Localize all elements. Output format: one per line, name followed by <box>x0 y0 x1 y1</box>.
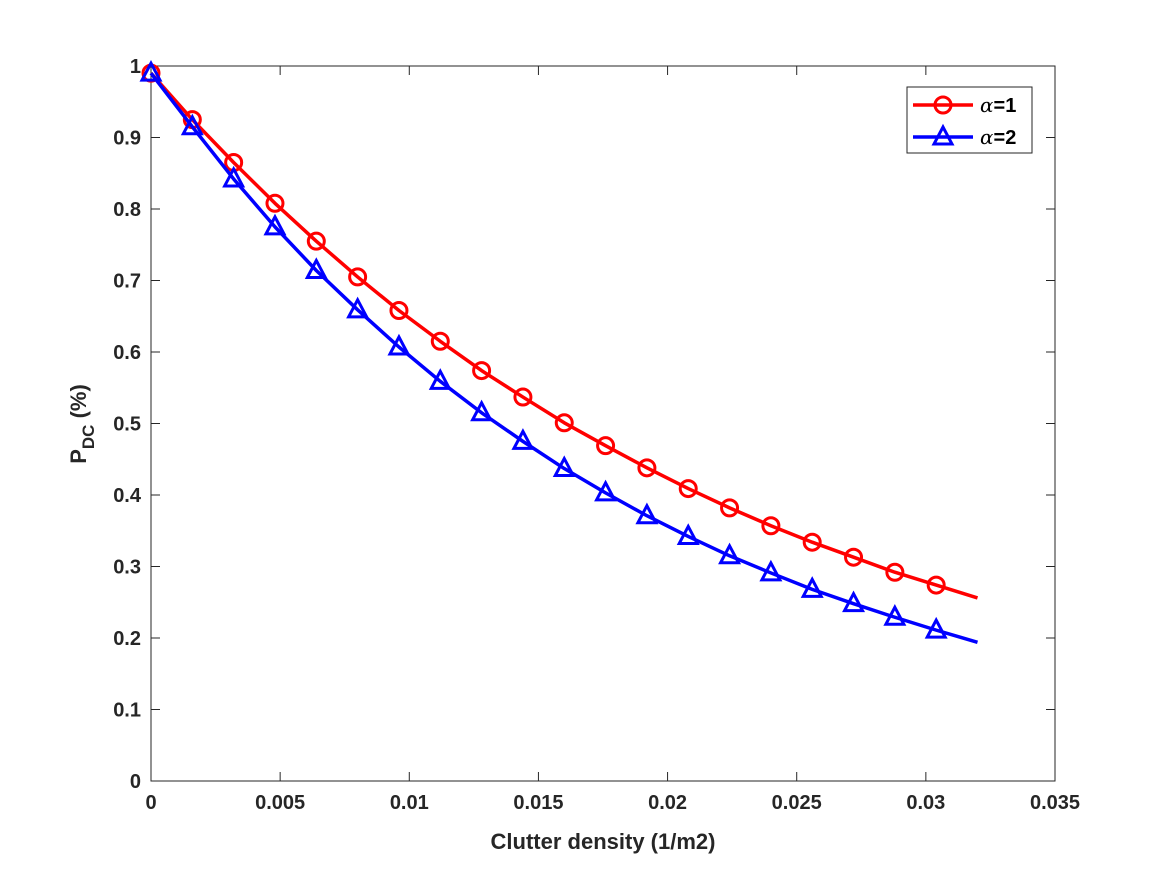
x-tick-label: 0.015 <box>513 792 563 814</box>
series-2 <box>139 59 979 644</box>
y-tick-label: 0.7 <box>113 271 141 293</box>
data-point-triangle <box>594 479 618 502</box>
y-tick-label: 0 <box>130 771 141 793</box>
plot-area-border <box>150 65 1056 782</box>
data-point-circle <box>389 301 409 321</box>
x-axis-label: Clutter density (1/m2) <box>491 829 716 854</box>
y-tick-label: 0.1 <box>113 700 141 722</box>
series-1 <box>141 63 979 600</box>
series-line-2 <box>149 72 979 644</box>
data-point-circle <box>844 547 864 567</box>
data-point-triangle <box>470 399 494 422</box>
legend-label-2: α=2 <box>980 125 1016 149</box>
data-point-triangle <box>387 333 411 356</box>
data-point-circle <box>430 331 450 351</box>
legend-box <box>906 86 1033 154</box>
data-point-triangle <box>842 590 866 613</box>
axes-frame <box>150 65 1056 782</box>
data-point-triangle <box>304 257 328 279</box>
y-ticks: 0 0.1 0.2 0.3 0.4 0.5 0.6 0.7 0.8 0.9 1 <box>113 56 1055 793</box>
data-point-triangle <box>883 604 907 626</box>
data-point-triangle <box>263 213 287 236</box>
data-point-triangle <box>222 165 246 188</box>
x-tick-label: 0 <box>145 792 156 814</box>
data-point-circle <box>554 413 574 433</box>
data-point-circle <box>596 436 616 456</box>
data-point-circle <box>306 231 326 251</box>
data-point-circle <box>885 562 905 582</box>
data-point-triangle <box>552 455 576 478</box>
y-tick-label: 0.2 <box>113 628 141 650</box>
y-tick-label: 0.6 <box>113 342 141 364</box>
data-point-circle <box>265 193 285 213</box>
data-point-triangle <box>139 59 163 82</box>
data-point-triangle <box>800 576 824 598</box>
legend-entry-1: α=1 <box>913 93 1016 117</box>
legend-label-1: α=1 <box>980 93 1016 117</box>
x-ticks: 0 0.005 0.01 0.015 0.02 0.025 0.03 0.035 <box>145 66 1080 814</box>
y-axis-label: PDC (%) <box>66 384 98 464</box>
data-point-triangle <box>718 542 742 565</box>
data-point-triangle <box>676 523 700 545</box>
y-tick-label: 0.3 <box>113 557 141 579</box>
data-point-circle <box>720 498 740 518</box>
data-point-circle <box>802 532 822 552</box>
data-point-triangle <box>511 428 535 450</box>
data-point-triangle <box>759 559 783 582</box>
data-point-triangle <box>635 502 659 525</box>
y-axis-label-main: P <box>66 449 91 464</box>
y-tick-label: 0.8 <box>113 199 141 221</box>
x-tick-label: 0.035 <box>1030 792 1080 814</box>
data-point-circle <box>637 458 657 478</box>
x-tick-label: 0.03 <box>906 792 945 814</box>
x-tick-label: 0.005 <box>255 792 305 814</box>
legend-marker-triangle <box>931 123 955 146</box>
y-tick-label: 0.5 <box>113 414 141 436</box>
data-point-circle <box>472 361 492 381</box>
legend-marker-circle <box>933 95 953 115</box>
y-tick-label: 0.9 <box>113 128 141 150</box>
data-point-triangle <box>180 113 204 136</box>
y-axis-label-unit: (%) <box>66 384 91 424</box>
series-line-1 <box>149 71 979 600</box>
series-layer <box>139 59 979 644</box>
data-point-circle <box>926 575 946 595</box>
legend-entry-2: α=2 <box>913 123 1016 149</box>
data-point-circle <box>761 516 781 536</box>
x-tick-label: 0.01 <box>390 792 429 814</box>
data-point-triangle <box>428 368 452 390</box>
y-axis-label-subscript: DC <box>79 425 98 450</box>
y-tick-label: 1 <box>130 56 141 78</box>
data-point-triangle <box>346 296 370 319</box>
legend: α=1 α=2 <box>906 86 1033 154</box>
data-point-triangle <box>924 616 948 639</box>
x-tick-label: 0.025 <box>772 792 822 814</box>
data-point-circle <box>348 267 368 287</box>
data-point-circle <box>678 479 698 499</box>
data-point-circle <box>513 387 533 407</box>
x-tick-label: 0.02 <box>648 792 687 814</box>
y-tick-label: 0.4 <box>113 485 142 507</box>
